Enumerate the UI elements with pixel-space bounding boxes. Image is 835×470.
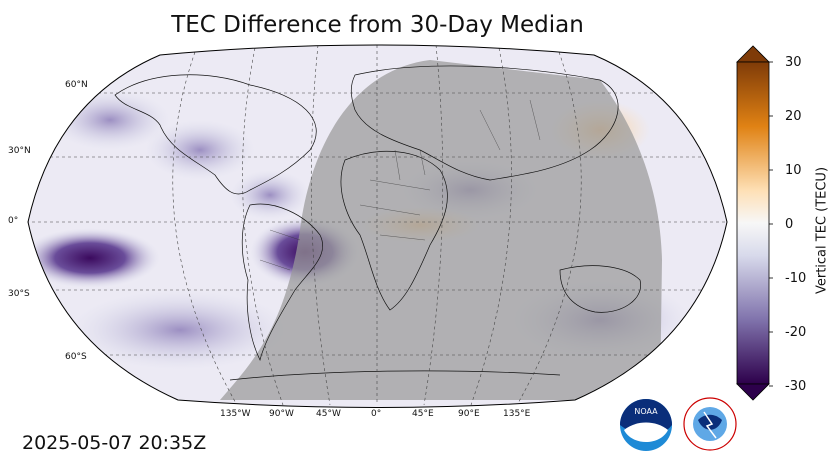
colorbar-top-arrow bbox=[736, 45, 770, 63]
colorbar-tick-30: 30 bbox=[785, 55, 802, 70]
colorbar-gradient bbox=[736, 61, 770, 385]
map-title: TEC Difference from 30-Day Median bbox=[171, 12, 584, 38]
nws-logo bbox=[683, 397, 737, 451]
lon-label-0: 0° bbox=[371, 409, 382, 419]
noaa-logo: NOAA bbox=[620, 399, 672, 451]
night-shading bbox=[220, 60, 662, 400]
lon-label-45w: 45°W bbox=[316, 409, 341, 419]
colorbar-tick-minus10: -10 bbox=[785, 271, 807, 286]
colorbar-tick-minus20: -20 bbox=[785, 325, 807, 340]
colorbar bbox=[736, 45, 773, 401]
globe-map bbox=[28, 45, 727, 408]
colorbar-tick-20: 20 bbox=[785, 109, 802, 124]
graticule bbox=[28, 45, 727, 406]
colorbar-label: Vertical TEC (TECU) bbox=[814, 166, 830, 295]
lat-label-60n: 60°N bbox=[65, 80, 88, 90]
colorbar-bottom-arrow bbox=[736, 383, 770, 401]
svg-text:NOAA: NOAA bbox=[634, 407, 658, 416]
colorbar-tick-minus30: -30 bbox=[785, 379, 807, 394]
lon-label-135w: 135°W bbox=[220, 409, 251, 419]
lat-label-0: 0° bbox=[8, 216, 19, 226]
anomaly-south-pacific bbox=[28, 228, 160, 288]
colorbar-tick-0: 0 bbox=[785, 217, 794, 232]
lat-label-60s: 60°S bbox=[65, 352, 87, 362]
colorbar-tick-10: 10 bbox=[785, 163, 802, 178]
lon-label-135e: 135°E bbox=[503, 409, 531, 419]
lon-label-90w: 90°W bbox=[269, 409, 294, 419]
lat-label-30s: 30°S bbox=[8, 289, 30, 299]
lat-label-30n: 30°N bbox=[8, 146, 31, 156]
globe-outline bbox=[27, 44, 728, 408]
lon-label-90e: 90°E bbox=[458, 409, 480, 419]
lon-label-45e: 45°E bbox=[412, 409, 434, 419]
borders bbox=[259, 99, 541, 271]
timestamp: 2025-05-07 20:35Z bbox=[22, 432, 207, 454]
